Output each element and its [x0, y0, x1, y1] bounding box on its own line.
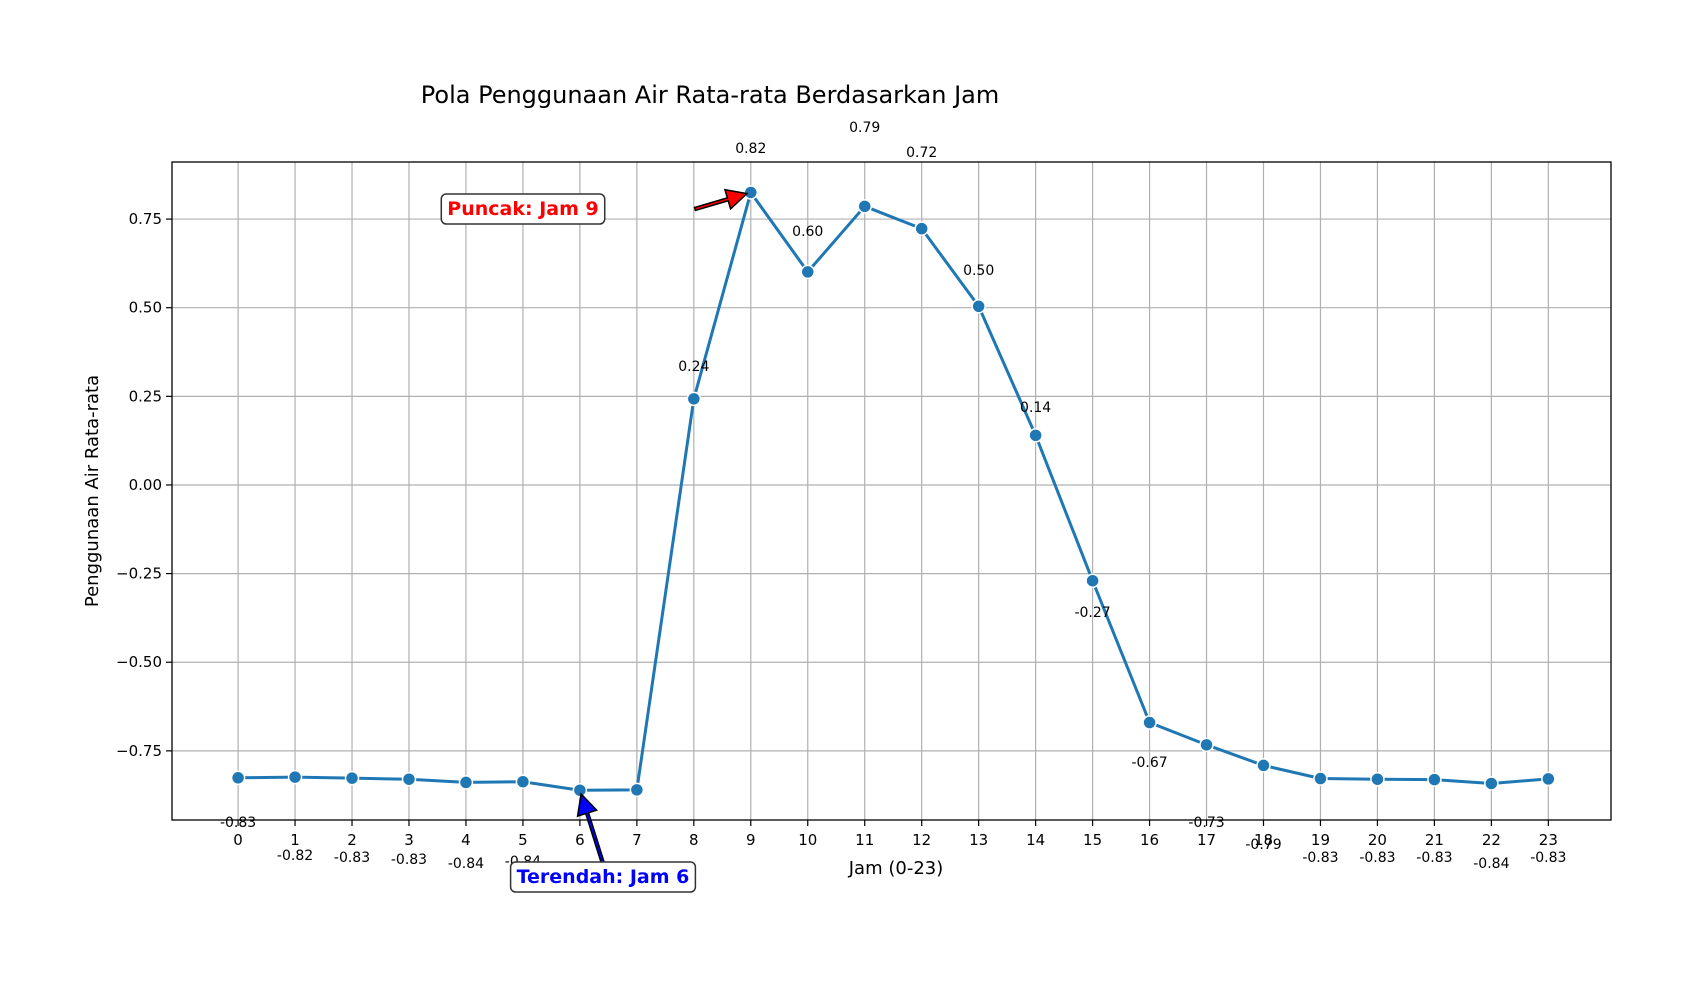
x-tick-label: 0 — [233, 831, 243, 849]
data-point-marker — [1199, 737, 1214, 753]
data-point-label: -0.83 — [1302, 850, 1338, 866]
x-tick-label: 10 — [798, 831, 817, 849]
arrow-icon — [693, 188, 749, 212]
y-axis-label: Penggunaan Air Rata-rata — [82, 375, 103, 607]
data-point-marker — [1085, 573, 1100, 588]
axes-frame — [171, 161, 1612, 821]
x-tick-label: 17 — [1197, 831, 1216, 849]
data-point-marker — [572, 782, 588, 798]
grid — [172, 162, 1611, 820]
data-point-marker — [800, 264, 816, 280]
data-point-label: -0.83 — [220, 815, 256, 831]
y-tick-label: 0.00 — [129, 476, 162, 494]
x-tick-label: 16 — [1140, 831, 1159, 849]
data-point-label: -0.83 — [1416, 850, 1452, 866]
data-point-label: -0.83 — [1359, 850, 1395, 866]
x-tick-label: 20 — [1368, 831, 1387, 849]
peak-annotation: Puncak: Jam 9 — [440, 188, 749, 225]
annotation-box — [509, 861, 697, 893]
annotations: Puncak: Jam 9 Terendah: Jam 6 — [440, 188, 749, 893]
data-point-label: -0.79 — [1245, 837, 1281, 853]
data-point-marker — [857, 199, 872, 214]
chart-title: Pola Penggunaan Air Rata-rata Berdasarka… — [421, 81, 999, 109]
data-point-label: -0.82 — [277, 848, 313, 864]
data-point-marker — [1256, 758, 1271, 773]
x-tick-label: 6 — [575, 831, 585, 849]
y-tick-label: 0.50 — [129, 299, 162, 317]
x-tick-label: 23 — [1539, 831, 1558, 849]
data-point-marker — [971, 299, 986, 314]
data-point-label: 0.72 — [906, 145, 937, 161]
data-point-marker — [344, 770, 360, 786]
data-point-marker — [743, 185, 759, 200]
x-tick-label: 19 — [1311, 831, 1330, 849]
x-tick-label: 4 — [461, 831, 471, 849]
x-tick-label: 18 — [1254, 831, 1273, 849]
series-line — [238, 190, 1549, 792]
data-point-marker — [515, 774, 531, 789]
x-tick-label: 22 — [1482, 831, 1501, 849]
x-tick-label: 9 — [746, 831, 756, 849]
data-point-label: -0.83 — [391, 852, 427, 868]
data-point-marker — [458, 775, 474, 790]
y-tick-label: 0.75 — [129, 210, 162, 228]
x-tick-label: 15 — [1083, 831, 1102, 849]
data-point-label: 0.79 — [849, 120, 880, 136]
x-tick-label: 7 — [632, 831, 642, 849]
x-tick-label: 3 — [404, 831, 414, 849]
x-axis-label: Jam (0-23) — [848, 858, 944, 879]
data-point-marker — [401, 771, 417, 787]
data-point-label: 0.24 — [678, 359, 709, 375]
x-tick-label: 1 — [290, 831, 300, 849]
y-tick-label: −0.75 — [116, 742, 162, 760]
x-tick-label: 5 — [518, 831, 528, 849]
data-point-marker — [230, 770, 246, 786]
data-point-marker — [1541, 771, 1556, 787]
data-point-label: -0.83 — [1530, 850, 1566, 866]
x-tick-label: 11 — [855, 831, 874, 849]
point-labels: -0.83-0.82-0.83-0.83-0.84-0.84-0.86-0.86… — [220, 120, 1566, 881]
data-point-marker — [1484, 776, 1499, 791]
x-tick-label: 2 — [347, 831, 357, 849]
annotation-box — [440, 193, 606, 225]
data-point-label: -0.67 — [1131, 755, 1167, 771]
x-tick-label: 14 — [1026, 831, 1045, 849]
data-point-marker — [287, 769, 303, 785]
axes: 0 1 2 3 4 5 6 7 8 9 10 11 12 13 14 15 16 17 18 19 20 21 22 230.… — [116, 161, 1612, 849]
annotation-text: Puncak: Jam 9 — [447, 198, 598, 220]
lowest-annotation: Terendah: Jam 6 — [509, 792, 697, 893]
data-point-marker — [1028, 428, 1043, 443]
annotation-text: Terendah: Jam 6 — [517, 866, 690, 888]
data-point-marker — [1313, 771, 1328, 786]
data-point-marker — [1427, 772, 1442, 787]
x-tick-label: 13 — [969, 831, 988, 849]
data-point-label: -0.27 — [1074, 605, 1110, 621]
y-tick-label: −0.25 — [116, 565, 162, 583]
data-point-marker — [629, 782, 645, 798]
x-tick-label: 21 — [1425, 831, 1444, 849]
data-point-marker — [686, 391, 702, 407]
y-tick-label: −0.50 — [116, 653, 162, 671]
y-tick-label: 0.25 — [129, 387, 162, 405]
data-point-label: 0.82 — [735, 141, 766, 157]
x-tick-label: 12 — [912, 831, 931, 849]
data-series — [230, 185, 1556, 798]
data-point-label: -0.84 — [1473, 856, 1509, 872]
x-tick-label: 8 — [689, 831, 699, 849]
data-point-label: -0.83 — [334, 850, 370, 866]
data-point-label: 0.50 — [963, 263, 994, 279]
data-point-marker — [914, 221, 929, 236]
data-point-marker — [1370, 771, 1385, 787]
data-point-label: 0.60 — [792, 224, 823, 240]
data-point-marker — [1142, 715, 1157, 730]
data-point-label: -0.84 — [448, 856, 484, 872]
data-point-label: 0.14 — [1020, 400, 1051, 416]
data-point-label: -0.73 — [1188, 815, 1224, 831]
